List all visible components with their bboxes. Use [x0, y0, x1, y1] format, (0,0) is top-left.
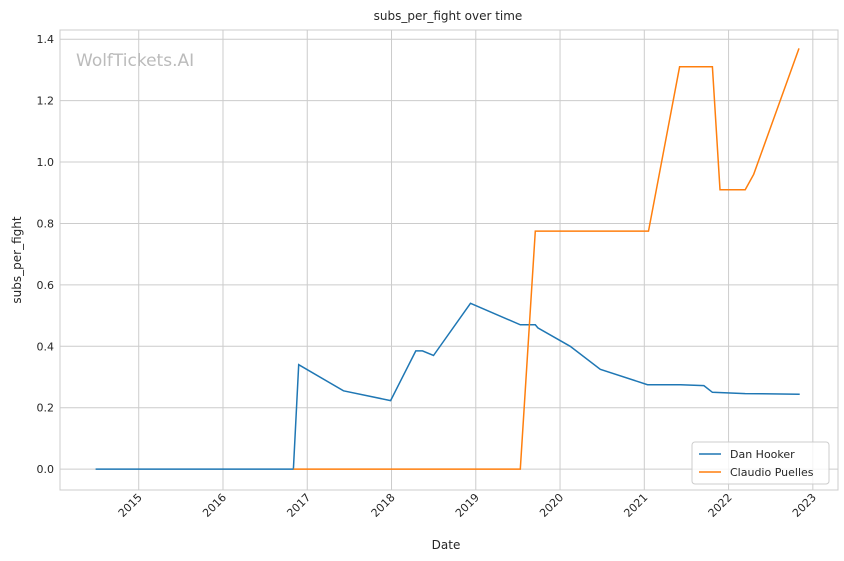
chart-title: subs_per_fight over time — [374, 9, 523, 23]
y-tick-label: 0.4 — [37, 340, 55, 353]
legend: Dan Hooker Claudio Puelles — [691, 441, 830, 485]
x-tick-label: 2016 — [200, 491, 229, 520]
y-axis-label: subs_per_fight — [10, 216, 24, 303]
y-tick-label: 1.0 — [37, 156, 55, 169]
y-ticks: 0.0 0.2 0.4 0.6 0.8 1.0 1.2 1.4 — [37, 33, 55, 476]
x-tick-label: 2017 — [284, 491, 313, 520]
y-tick-label: 0.0 — [37, 463, 55, 476]
x-tick-label: 2019 — [453, 491, 482, 520]
x-tick-label: 2015 — [116, 491, 145, 520]
y-tick-label: 0.6 — [37, 279, 55, 292]
x-tick-label: 2020 — [537, 491, 566, 520]
series-lines — [95, 48, 800, 470]
legend-label-claudio-puelles: Claudio Puelles — [730, 466, 814, 479]
plot-area — [59, 29, 839, 491]
x-tick-label: 2018 — [369, 491, 398, 520]
x-ticks: 2015 2016 2017 2018 2019 2020 2021 2022 2023 — [116, 491, 819, 520]
y-tick-label: 1.4 — [37, 33, 55, 46]
legend-label-dan-hooker: Dan Hooker — [730, 448, 795, 461]
series-line-dan-hooker — [95, 302, 800, 470]
y-tick-label: 1.2 — [37, 95, 55, 108]
x-tick-label: 2021 — [621, 491, 650, 520]
series-line-claudio-puelles — [293, 48, 800, 470]
x-axis-label: Date — [432, 538, 461, 552]
y-tick-label: 0.2 — [37, 402, 55, 415]
grid — [60, 30, 838, 490]
y-tick-label: 0.8 — [37, 217, 55, 230]
watermark: WolfTickets.AI — [76, 51, 194, 71]
x-tick-label: 2022 — [706, 491, 735, 520]
x-tick-label: 2023 — [790, 491, 819, 520]
